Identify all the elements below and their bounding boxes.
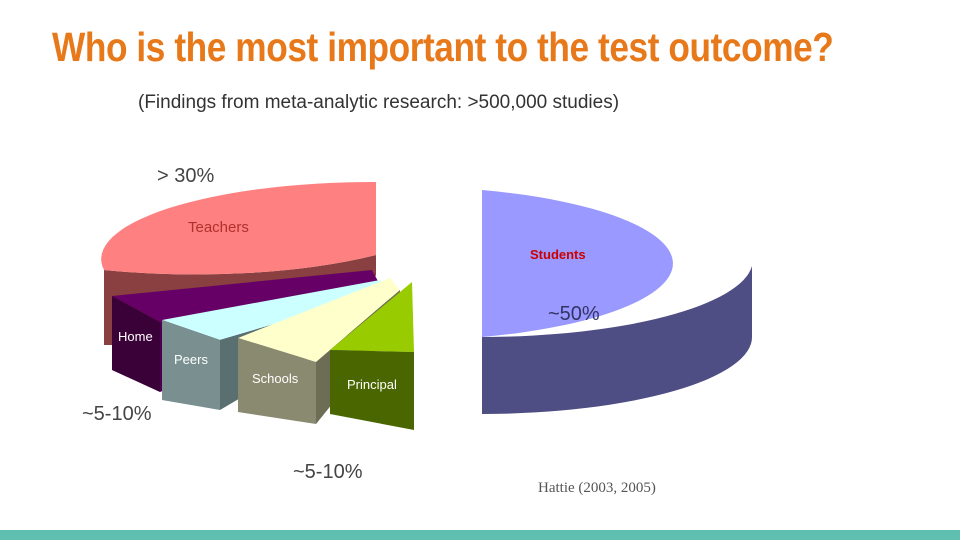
home-top [112,270,380,322]
slice-students [482,190,753,414]
slice-label-principal: Principal [347,377,397,392]
chart-subtitle: (Findings from meta-analytic research: >… [138,92,620,113]
slice-label-home: Home [118,329,153,344]
teachers-top [101,181,376,275]
slice-label-schools: Schools [252,371,299,386]
principal-side [330,350,414,430]
schools-top [238,278,400,362]
annotation-left-pct: ~5-10% [82,403,152,425]
slice-principal [330,282,414,430]
slice-label-teachers: Teachers [188,219,249,236]
peers-top [162,280,390,340]
annotation-bottom-pct: ~5-10% [293,461,363,483]
schools-side [238,338,316,424]
slice-label-students: Students [530,247,586,262]
citation: Hattie (2003, 2005) [538,480,656,496]
principal-top [330,282,414,352]
slice-label-peers: Peers [174,352,208,367]
peers-side [162,320,220,410]
annotation-students-pct: ~50% [548,303,600,325]
footer-bar [0,530,960,540]
home-side [112,296,160,392]
students-side [482,266,753,414]
slide-title: Who is the most important to the test ou… [52,24,834,70]
annotation-teachers-pct: > 30% [157,165,214,187]
students-top [482,190,673,337]
